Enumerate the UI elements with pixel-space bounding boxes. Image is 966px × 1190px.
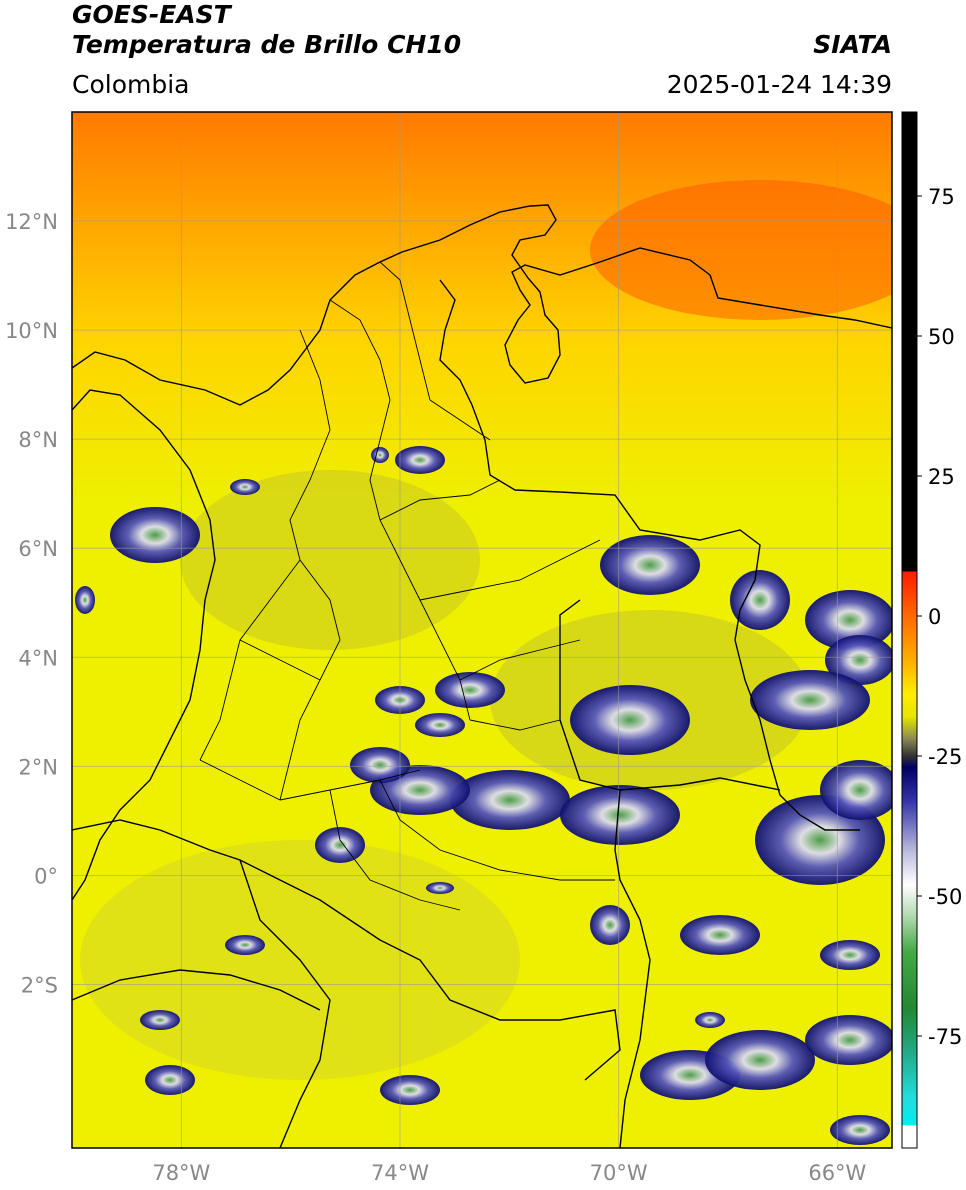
region-label: Colombia xyxy=(72,70,190,99)
pacific-coast xyxy=(72,389,216,901)
convective-cloud xyxy=(820,940,880,970)
lon-tick-label: 66°W xyxy=(808,1161,866,1185)
lon-tick-label: 74°W xyxy=(371,1161,429,1185)
convective-cloud xyxy=(315,827,365,863)
convective-cloud xyxy=(730,570,790,630)
agency-label: SIATA xyxy=(813,30,892,59)
convective-cloud xyxy=(805,590,892,650)
longitude-labels: 78°W 74°W 70°W 66°W xyxy=(152,1161,866,1185)
cloud-clusters xyxy=(75,446,892,1145)
convective-cloud xyxy=(570,685,690,755)
colorbar-tick-label: -75 xyxy=(928,1025,962,1049)
lat-tick-label: 8°N xyxy=(18,428,58,452)
convective-cloud xyxy=(560,785,680,845)
colorbar-tick-label: -25 xyxy=(928,745,962,769)
colorbar-tick-label: 75 xyxy=(928,185,955,209)
colorbar-tick-label: 0 xyxy=(928,605,941,629)
lat-tick-label: 10°N xyxy=(5,319,58,343)
convective-cloud xyxy=(680,915,760,955)
timestamp-label: 2025-01-24 14:39 xyxy=(666,70,892,99)
convective-cloud xyxy=(435,672,505,708)
graticule xyxy=(72,112,892,1148)
convective-cloud xyxy=(825,635,892,685)
colombia-venezuela-border xyxy=(439,279,860,831)
colombia-brazil-border xyxy=(559,599,781,1148)
convective-cloud xyxy=(750,670,870,730)
convective-cloud xyxy=(805,1015,892,1065)
convective-cloud xyxy=(110,507,200,563)
convective-cloud xyxy=(450,770,570,830)
convective-cloud xyxy=(225,935,265,955)
lat-tick-label: 2°S xyxy=(21,973,58,997)
caribbean-coast xyxy=(72,204,892,406)
convective-cloud xyxy=(75,586,95,614)
convective-cloud xyxy=(395,446,445,474)
convective-cloud xyxy=(415,713,465,737)
lon-tick-label: 78°W xyxy=(152,1161,210,1185)
lat-tick-label: 12°N xyxy=(5,210,58,234)
colorbar-tick-label: 25 xyxy=(928,465,955,489)
convective-cloud xyxy=(350,747,410,783)
convective-cloud xyxy=(695,1012,725,1028)
colorbar-tick-label: 50 xyxy=(928,325,955,349)
convective-cloud xyxy=(380,1075,440,1105)
colorbar-tick-label: -50 xyxy=(928,885,962,909)
ecuador-peru-border xyxy=(72,859,331,1148)
lat-tick-label: 0° xyxy=(34,864,58,888)
satellite-title: GOES-EAST xyxy=(72,0,231,29)
convective-cloud xyxy=(145,1065,195,1095)
convective-cloud xyxy=(140,1010,180,1030)
latitude-labels: 12°N 10°N 8°N 6°N 4°N 2°N 0° 2°S xyxy=(5,210,58,997)
convective-cloud xyxy=(600,535,700,595)
convective-cloud xyxy=(820,760,892,820)
convective-cloud xyxy=(371,447,389,463)
convective-cloud xyxy=(830,1115,890,1145)
product-title: Temperatura de Brillo CH10 xyxy=(72,30,462,59)
convective-cloud xyxy=(426,882,454,894)
olive-patch-andes xyxy=(180,470,480,650)
colombia-peru-border xyxy=(72,819,621,1081)
lat-tick-label: 6°N xyxy=(18,537,58,561)
convective-cloud xyxy=(230,479,260,495)
convective-cloud xyxy=(705,1030,815,1090)
colorbar-ticks: 75 50 25 0 -25 -50 -75 xyxy=(917,185,962,1049)
lat-tick-label: 4°N xyxy=(18,646,58,670)
warm-patch xyxy=(590,180,892,320)
country-borders xyxy=(72,204,892,1148)
department-boundaries xyxy=(199,261,615,911)
colorbar-bar xyxy=(901,111,918,1149)
lon-tick-label: 70°W xyxy=(590,1161,648,1185)
plot-frame xyxy=(71,111,893,1149)
map-layers xyxy=(72,112,892,1148)
lat-tick-label: 2°N xyxy=(18,755,58,779)
convective-cloud xyxy=(590,905,630,945)
